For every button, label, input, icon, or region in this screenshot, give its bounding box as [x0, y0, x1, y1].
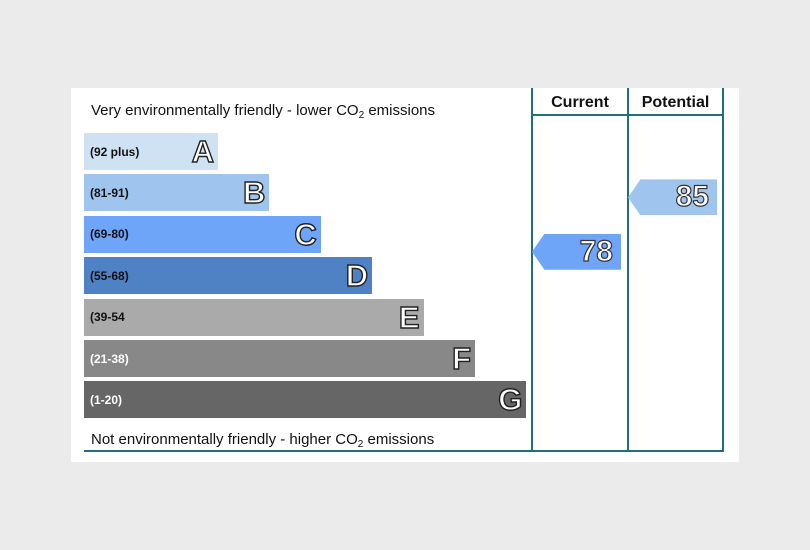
- bottom-caption: Not environmentally friendly - higher CO…: [91, 431, 435, 450]
- potential-column-header: Potential: [641, 94, 710, 111]
- rating-band-a: (92 plus) A: [84, 133, 218, 170]
- band-letter: B: [242, 175, 266, 211]
- score-arrow-shape: [532, 233, 621, 270]
- header-rule: [531, 114, 724, 116]
- band-range-label: (55-68): [90, 268, 129, 283]
- co2-rating-chart: Very environmentally friendly - lower CO…: [71, 88, 739, 462]
- column-divider: [531, 88, 533, 451]
- top-caption: Very environmentally friendly - lower CO…: [91, 102, 436, 121]
- rating-band-f: (21-38) F: [84, 340, 475, 377]
- score-value: 78: [579, 234, 614, 268]
- rating-band-c: (69-80) C: [84, 215, 321, 253]
- band-letter: D: [345, 258, 369, 294]
- current-column-header: Current: [551, 94, 609, 111]
- band-range-label: (92 plus): [90, 144, 140, 159]
- band-range-label: (39-54: [90, 310, 125, 325]
- score-value: 85: [675, 180, 710, 214]
- band-range-label: (21-38): [90, 351, 129, 366]
- potential-score-arrow: 85: [628, 179, 717, 216]
- band-letter: A: [191, 134, 215, 169]
- column-divider: [722, 88, 724, 451]
- score-arrow-shape: [628, 179, 717, 216]
- band-range-label: (1-20): [90, 392, 123, 407]
- band-range-label: (69-80): [90, 227, 129, 242]
- band-letter: F: [451, 341, 471, 376]
- rating-band-g: (1-20) G: [84, 381, 527, 419]
- band-letter: C: [294, 216, 318, 252]
- band-letter: E: [398, 299, 420, 335]
- rating-band-b: (81-91) B: [84, 174, 270, 212]
- current-score-arrow: 78: [532, 233, 621, 270]
- band-range-label: (81-91): [90, 185, 129, 200]
- band-letter: G: [498, 382, 524, 418]
- bottom-rule: [84, 450, 724, 452]
- rating-band-e: (39-54 E: [84, 298, 424, 336]
- rating-band-d: (55-68) D: [84, 257, 373, 295]
- column-divider: [627, 88, 629, 451]
